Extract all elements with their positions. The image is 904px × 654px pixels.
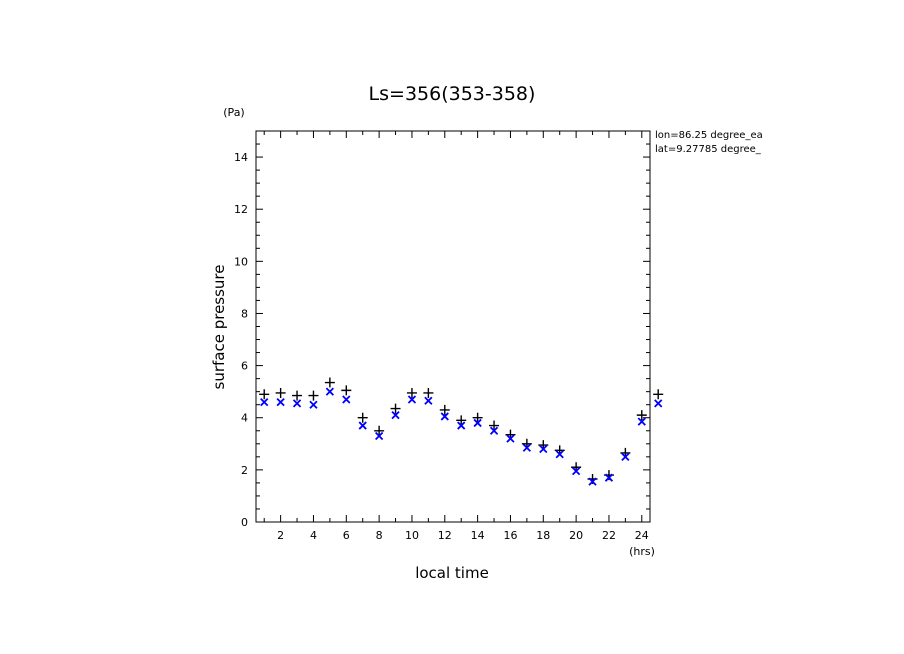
y-tick-label: 6 <box>241 360 248 373</box>
data-point <box>391 410 400 420</box>
y-tick-label: 0 <box>241 516 248 529</box>
y-tick-label: 2 <box>241 464 248 477</box>
x-axis-label: local time <box>415 564 489 582</box>
data-point <box>637 417 646 426</box>
x-tick-label: 12 <box>438 529 452 542</box>
y-tick-label: 8 <box>241 307 248 320</box>
data-markers <box>259 377 664 486</box>
data-point <box>342 395 351 404</box>
data-point <box>308 390 319 401</box>
data-point <box>489 420 500 431</box>
x-tick-label: 16 <box>503 529 517 542</box>
data-point <box>456 415 467 426</box>
data-point <box>621 452 630 461</box>
data-point <box>309 400 318 409</box>
data-point <box>260 397 269 407</box>
y-tick-label: 4 <box>241 412 248 425</box>
data-point <box>489 426 499 435</box>
x-tick-label: 14 <box>471 529 485 542</box>
data-point <box>357 412 368 423</box>
y-tick-label: 12 <box>234 203 248 216</box>
data-point <box>275 387 286 398</box>
data-point <box>374 425 385 436</box>
data-point <box>654 399 663 408</box>
x-tick-label: 24 <box>635 529 649 542</box>
data-point <box>292 399 302 408</box>
data-point <box>473 418 482 428</box>
series-1 <box>259 377 664 484</box>
data-point <box>341 385 352 396</box>
data-point <box>407 395 417 404</box>
data-point <box>423 387 434 398</box>
series-2 <box>260 387 663 486</box>
y-axis-label: surface pressure <box>210 265 228 390</box>
x-unit-label: (hrs) <box>629 545 655 558</box>
data-point <box>506 434 515 443</box>
x-tick-label: 22 <box>602 529 616 542</box>
data-point <box>571 467 581 476</box>
data-point <box>358 421 367 430</box>
x-tick-label: 20 <box>569 529 583 542</box>
x-tick-label: 10 <box>405 529 419 542</box>
data-point <box>588 477 597 486</box>
data-point <box>324 377 335 388</box>
x-tick-label: 4 <box>310 529 317 542</box>
data-point <box>292 390 303 401</box>
data-point <box>653 389 664 400</box>
plot-frame <box>255 130 651 523</box>
data-point <box>636 410 647 421</box>
x-tick-label: 8 <box>376 529 383 542</box>
data-point <box>406 387 417 398</box>
data-point <box>604 473 614 482</box>
data-point <box>522 443 532 452</box>
y-tick-label: 10 <box>234 255 248 268</box>
data-point <box>555 450 564 459</box>
y-axis-ticks: 0 2 4 6 8 10 12 14 <box>234 130 650 529</box>
y-tick-label: 14 <box>234 151 248 164</box>
data-point <box>472 412 483 423</box>
annotation-longitude: lon=86.25 degree_ea <box>655 130 763 141</box>
x-tick-label: 2 <box>277 529 284 542</box>
y-unit-label: (Pa) <box>223 106 244 119</box>
data-point <box>440 412 449 421</box>
data-point <box>424 396 433 405</box>
data-point <box>325 387 335 396</box>
data-point <box>259 389 270 400</box>
chart-title: Ls=356(353-358) <box>369 83 536 105</box>
data-point <box>539 444 548 454</box>
data-point <box>276 397 285 407</box>
data-point <box>374 431 384 441</box>
x-axis-ticks: 2 4 6 8 10 12 14 16 18 20 22 24 <box>263 131 649 542</box>
data-point <box>390 403 401 414</box>
data-point <box>457 421 466 430</box>
data-point <box>439 404 450 415</box>
x-tick-label: 18 <box>536 529 550 542</box>
x-tick-label: 6 <box>343 529 350 542</box>
annotation-latitude: lat=9.27785 degree_ <box>655 144 762 155</box>
